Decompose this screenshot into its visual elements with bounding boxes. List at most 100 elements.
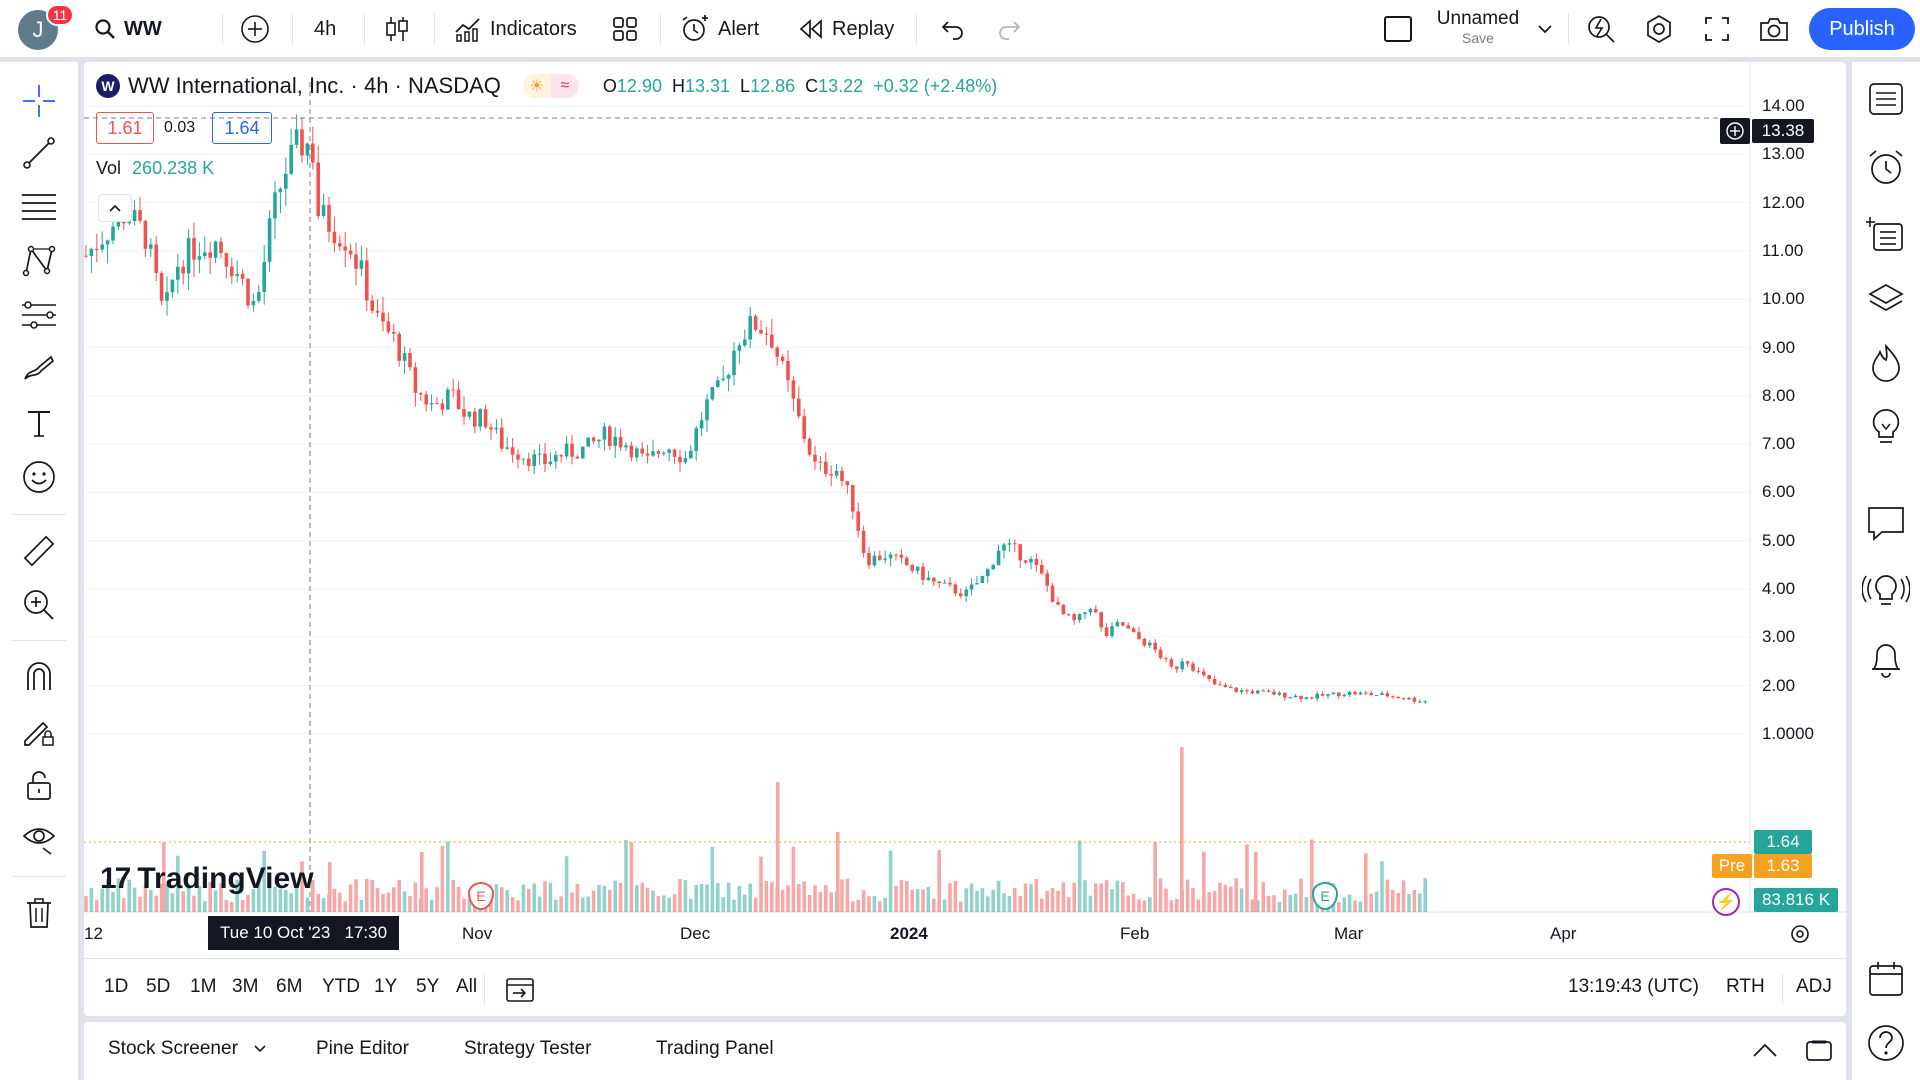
- session-button[interactable]: RTH: [1726, 976, 1765, 997]
- sell-button[interactable]: 1.61: [96, 112, 154, 144]
- market-status-badge[interactable]: ☀ ≈: [522, 74, 579, 98]
- tab-trading-panel[interactable]: Trading Panel: [656, 1038, 774, 1059]
- layout-toggle-checkbox[interactable]: [1384, 0, 1412, 58]
- zoom-tool[interactable]: [16, 582, 62, 628]
- alert-button[interactable]: Alert: [680, 0, 759, 58]
- fib-retracement-tool[interactable]: [16, 184, 62, 230]
- candle-body: [775, 347, 779, 357]
- candle-body: [1153, 642, 1157, 650]
- quick-search-button[interactable]: [1586, 0, 1616, 58]
- candle-body: [257, 291, 261, 302]
- lock-drawings-tool[interactable]: [16, 762, 62, 808]
- volume-bar: [467, 899, 472, 912]
- symbol-search[interactable]: WW: [94, 0, 162, 58]
- layout-name-button[interactable]: Unnamed Save: [1430, 8, 1526, 52]
- stay-in-drawing-mode-tool[interactable]: [16, 708, 62, 754]
- candle-body: [586, 437, 590, 447]
- notifications-button[interactable]: [1861, 634, 1911, 684]
- range-button-all[interactable]: All: [456, 976, 478, 997]
- quick-trade-bolt-button[interactable]: ⚡: [1712, 888, 1740, 916]
- snapshot-button[interactable]: [1758, 0, 1790, 58]
- replay-button[interactable]: Replay: [798, 0, 894, 58]
- collapse-legend-button[interactable]: [98, 194, 132, 222]
- adjust-data-button[interactable]: ADJ: [1796, 976, 1832, 997]
- undo-button[interactable]: [940, 0, 966, 58]
- candle-body: [813, 454, 817, 462]
- compare-symbol-button[interactable]: [240, 0, 270, 58]
- range-button-ytd[interactable]: YTD: [322, 976, 360, 997]
- publish-button[interactable]: Publish: [1809, 8, 1915, 50]
- candle-body: [1083, 612, 1087, 615]
- emoji-tool[interactable]: [16, 454, 62, 500]
- patterns-tool[interactable]: [16, 238, 62, 284]
- volume-bar: [543, 881, 547, 912]
- interval-button[interactable]: 4h: [314, 17, 337, 40]
- templates-button[interactable]: [612, 0, 638, 58]
- alarm-clock-icon: [1869, 150, 1903, 184]
- volume-bar: [969, 883, 974, 912]
- tab-strategy-tester[interactable]: Strategy Tester: [464, 1038, 592, 1059]
- candle-body: [219, 241, 223, 253]
- volume-bar: [554, 899, 558, 912]
- redo-button[interactable]: [996, 0, 1022, 58]
- chart-type-button[interactable]: [384, 0, 410, 58]
- hide-drawings-tool[interactable]: [16, 816, 62, 862]
- brush-tool[interactable]: [16, 346, 62, 392]
- candle-body: [770, 334, 774, 348]
- buy-button[interactable]: 1.64: [212, 112, 272, 144]
- volume-bar: [370, 879, 374, 912]
- tab-stock-screener[interactable]: Stock Screener: [108, 1038, 268, 1060]
- ideas-button[interactable]: [1861, 402, 1911, 452]
- candle-body: [683, 458, 688, 463]
- forecasting-tool[interactable]: [16, 292, 62, 338]
- candle-body: [1212, 678, 1217, 685]
- range-button-1y[interactable]: 1Y: [374, 976, 398, 997]
- volume-bar: [721, 896, 725, 912]
- expand-panel-button[interactable]: [1750, 1040, 1780, 1060]
- volume-bar: [456, 886, 461, 912]
- magnet-tool[interactable]: [16, 654, 62, 700]
- indicators-button[interactable]: Indicators: [454, 0, 577, 58]
- earnings-marker[interactable]: E: [1312, 882, 1338, 910]
- clock-timezone-button[interactable]: 13:19:43 (UTC): [1568, 976, 1699, 997]
- measure-tool[interactable]: [16, 528, 62, 574]
- chats-button[interactable]: [1861, 498, 1911, 548]
- range-button-1m[interactable]: 1M: [190, 976, 217, 997]
- object-tree-button[interactable]: [1861, 210, 1911, 260]
- volume-legend[interactable]: Vol 260.238 K: [96, 158, 215, 178]
- range-button-6m[interactable]: 6M: [276, 976, 303, 997]
- layout-menu-chevron[interactable]: [1536, 0, 1554, 58]
- range-button-5y[interactable]: 5Y: [416, 976, 440, 997]
- alerts-button[interactable]: [1861, 142, 1911, 192]
- layers-button[interactable]: [1861, 274, 1911, 324]
- range-button-1d[interactable]: 1D: [104, 976, 129, 997]
- maximize-panel-button[interactable]: [1804, 1038, 1834, 1064]
- tradingview-watermark[interactable]: 17 TradingView: [100, 862, 314, 895]
- calendar-button[interactable]: [1861, 954, 1911, 1004]
- candle-body: [1023, 560, 1028, 563]
- watchlist-button[interactable]: [1861, 74, 1911, 124]
- candle-body: [602, 426, 607, 440]
- hotlists-button[interactable]: [1861, 338, 1911, 388]
- trend-line-tool[interactable]: [16, 130, 62, 176]
- volume-bar: [1040, 898, 1044, 912]
- volume-bar: [1364, 853, 1368, 912]
- range-button-5d[interactable]: 5D: [146, 976, 171, 997]
- text-tool[interactable]: [16, 400, 62, 446]
- go-to-date-button[interactable]: [504, 974, 536, 1004]
- time-axis-settings-button[interactable]: [1788, 922, 1812, 946]
- volume-bar: [856, 899, 860, 912]
- remove-drawings-tool[interactable]: [16, 890, 62, 936]
- crosshair-tool[interactable]: [16, 78, 62, 124]
- fullscreen-button[interactable]: [1704, 0, 1730, 58]
- symbol-legend[interactable]: W WW International, Inc. · 4h · NASDAQ ☀…: [96, 72, 997, 100]
- earnings-marker[interactable]: E: [468, 882, 494, 910]
- tab-pine-editor[interactable]: Pine Editor: [316, 1038, 409, 1059]
- help-button[interactable]: [1861, 1018, 1911, 1068]
- range-button-3m[interactable]: 3M: [232, 976, 259, 997]
- price-chart[interactable]: [84, 62, 1846, 952]
- candle-body: [321, 205, 326, 216]
- streams-button[interactable]: [1861, 566, 1911, 616]
- add-alert-plus-button[interactable]: [1720, 118, 1750, 144]
- settings-button[interactable]: [1644, 0, 1674, 58]
